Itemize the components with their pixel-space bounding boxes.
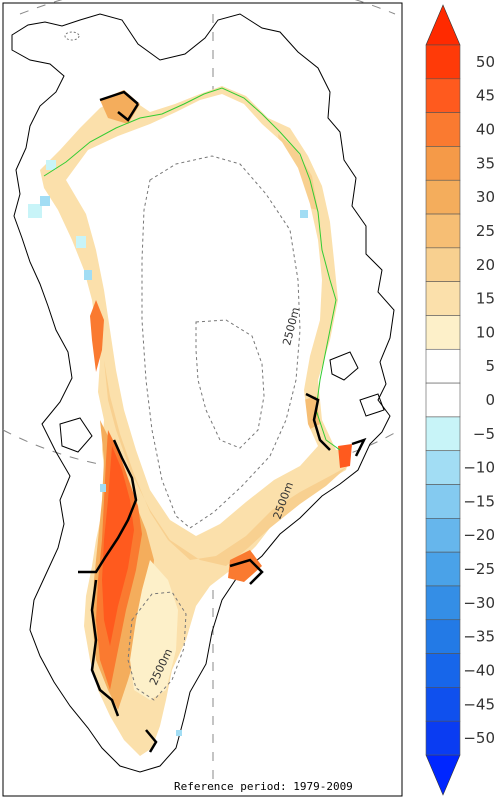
colorbar-bottom-arrow — [425, 754, 461, 796]
colorbar-tick-label: 5 — [485, 357, 495, 375]
colorbar-tick-label: 40 — [476, 121, 495, 139]
colorbar-tick-label: −45 — [463, 695, 495, 713]
colorbar-segment — [425, 146, 461, 181]
colorbar-tick-label: −35 — [463, 628, 495, 646]
colorbar-tick-label: 25 — [476, 222, 495, 240]
colorbar-tick-label: 15 — [476, 290, 495, 308]
cooling-anomaly-field — [28, 160, 308, 736]
colorbar-segment — [425, 619, 461, 654]
colorbar-segment — [425, 720, 461, 756]
colorbar-segment — [425, 551, 461, 587]
significance-outlines — [78, 90, 367, 753]
ice-sheet-interior — [66, 94, 322, 536]
colorbar-segment — [425, 382, 461, 418]
colorbar-segment — [425, 416, 461, 452]
colorbar-tick-label: 20 — [476, 256, 495, 274]
colorbar-segment — [425, 112, 461, 147]
colorbar-tick-label: 0 — [485, 391, 495, 409]
colorbar-segment — [425, 78, 461, 113]
colorbar-tick-label: −15 — [463, 492, 495, 510]
colorbar-tick-label: −40 — [463, 661, 495, 679]
ice-margin-line — [43, 87, 341, 451]
colorbar-tick-label: −5 — [473, 425, 495, 443]
colorbar-tick-label: 35 — [476, 154, 495, 172]
colorbar-tick-label: −50 — [463, 729, 495, 747]
colorbar-segment — [425, 315, 461, 350]
colorbar-top-arrow — [425, 4, 461, 46]
colorbar-segment — [425, 687, 461, 722]
coast-inlet — [59, 351, 385, 453]
colorbar-tick-label: 30 — [476, 188, 495, 206]
colorbar-segment — [425, 281, 461, 316]
colorbar-segment — [425, 518, 461, 553]
reference-period-label: Reference period: 1979-2009 — [174, 780, 353, 793]
colorbar-tick-label: −10 — [463, 459, 495, 477]
colorbar-segment — [425, 213, 461, 249]
elevation-contours — [127, 155, 301, 701]
colorbar-segment — [425, 179, 461, 215]
colorbar-segment — [425, 44, 461, 80]
island-outline — [64, 31, 80, 41]
colorbar-tick-label: −25 — [463, 560, 495, 578]
colorbar-segment — [425, 484, 461, 519]
colorbar-segment — [425, 247, 461, 282]
colorbar-segment — [425, 450, 461, 485]
colorbar: 50454035302520151050−5−10−15−20−25−30−35… — [425, 4, 495, 796]
colorbar-tick-label: 50 — [476, 53, 495, 71]
colorbar-tick-label: −30 — [463, 594, 495, 612]
colorbar-tick-label: −20 — [463, 526, 495, 544]
colorbar-segment — [425, 348, 461, 384]
colorbar-segment — [425, 585, 461, 621]
colorbar-segment — [425, 653, 461, 688]
colorbar-tick-label: 10 — [476, 323, 495, 341]
colorbar-tick-label: 45 — [476, 87, 495, 105]
